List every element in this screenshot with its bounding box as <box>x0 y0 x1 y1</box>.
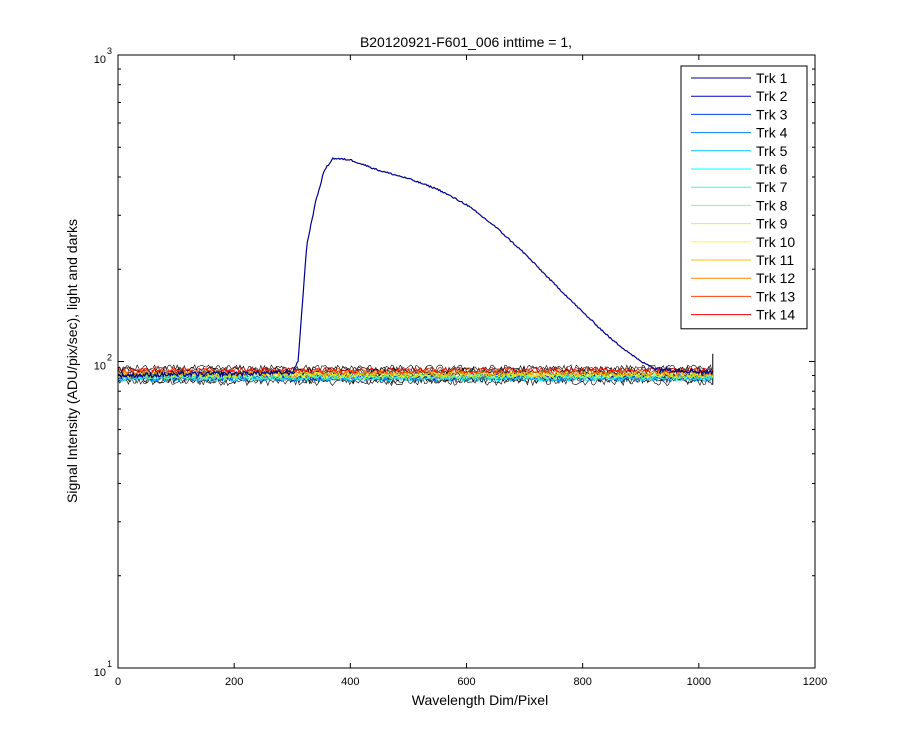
y-tick-label: 10 <box>94 361 106 373</box>
x-tick-label: 0 <box>115 676 121 688</box>
legend-label: Trk 7 <box>756 179 788 195</box>
chart-title: B20120921-F601_006 inttime = 1, <box>360 34 572 50</box>
legend: Trk 1 Trk 2 Trk 3 Trk 4 Trk 5 Trk 6 Trk 7 Trk 8… <box>680 65 808 330</box>
legend-box <box>680 65 808 330</box>
legend-label: Trk 12 <box>756 270 795 286</box>
legend-label: Trk 10 <box>756 234 795 250</box>
x-tick-label: 200 <box>225 676 243 688</box>
series-line-trk-1 <box>117 156 714 380</box>
legend-label: Trk 3 <box>756 106 788 122</box>
series-line-trk-7 <box>117 373 714 381</box>
legend-label: Trk 8 <box>756 197 788 213</box>
legend-label: Trk 2 <box>756 88 788 104</box>
x-tick-label: 800 <box>573 676 591 688</box>
y-tick-label: 10 <box>94 54 106 66</box>
legend-label: Trk 1 <box>756 70 788 86</box>
y-axis-label: Signal Intensity (ADU/pix/sec), light an… <box>64 219 80 503</box>
legend-label: Trk 9 <box>756 216 788 232</box>
x-tick-label: 400 <box>341 676 359 688</box>
y-tick-exponent: 2 <box>107 353 112 363</box>
legend-label: Trk 4 <box>756 125 788 141</box>
legend-label: Trk 5 <box>756 143 788 159</box>
x-tick-label: 600 <box>457 676 475 688</box>
legend-label: Trk 6 <box>756 161 788 177</box>
x-tick-label: 1000 <box>687 676 711 688</box>
legend-label: Trk 14 <box>756 307 795 323</box>
series-line-trk-6 <box>117 374 714 382</box>
legend-label: Trk 13 <box>756 288 795 304</box>
series-line-trk-11 <box>117 370 713 378</box>
y-tick-exponent: 1 <box>107 659 112 669</box>
axes-frame <box>117 54 816 669</box>
y-tick-label: 10 <box>94 667 106 679</box>
plot-area <box>117 156 714 395</box>
legend-label: Trk 11 <box>756 252 794 268</box>
x-axis-label: Wavelength Dim/Pixel <box>412 692 548 708</box>
y-tick-exponent: 3 <box>107 46 112 56</box>
x-tick-label: 1200 <box>803 676 827 688</box>
